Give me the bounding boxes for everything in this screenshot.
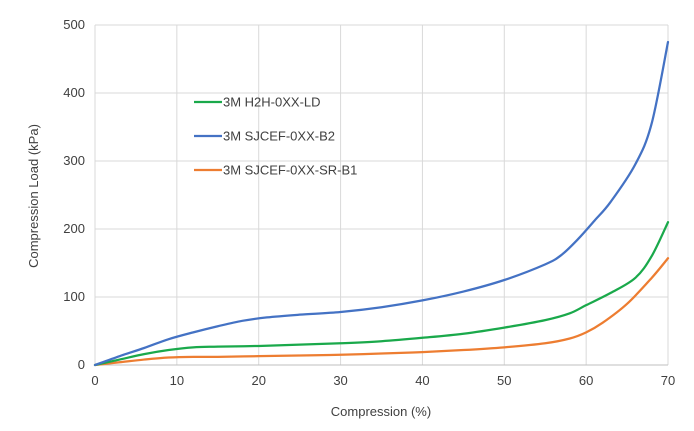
x-tick-label: 50 [497,373,511,388]
series-line-3m-sjcef-0xx-b2 [93,40,670,367]
x-tick-label: 10 [170,373,184,388]
series-line-3m-sjcef-0xx-sr-b1 [93,257,670,367]
x-axis-label: Compression (%) [331,404,431,419]
y-tick-label: 400 [63,85,85,100]
y-tick-label: 100 [63,289,85,304]
y-tick-label: 200 [63,221,85,236]
y-tick-label: 300 [63,153,85,168]
grid-lines [95,24,669,365]
x-tick-label: 70 [661,373,675,388]
y-tick-label: 0 [78,357,85,372]
series-lines [93,40,670,367]
y-tick-label: 500 [63,17,85,32]
axes [94,25,668,366]
legend-label: 3M SJCEF-0XX-SR-B1 [223,163,357,178]
legend-label: 3M H2H-0XX-LD [223,95,321,110]
x-tick-label: 40 [415,373,429,388]
tick-labels: 0 100 200 300 400 500 0 10 20 30 40 50 60 70 [63,17,675,388]
x-tick-label: 30 [333,373,347,388]
x-tick-label: 0 [91,373,98,388]
x-tick-label: 20 [251,373,265,388]
x-tick-label: 60 [579,373,593,388]
series-line-3m-h2h-0xx-ld [93,221,670,367]
legend-label: 3M SJCEF-0XX-B2 [223,129,335,144]
y-axis-label: Compression Load (kPa) [26,124,41,268]
legend: 3M H2H-0XX-LD 3M SJCEF-0XX-B2 3M SJCEF-0XX… [194,95,357,178]
